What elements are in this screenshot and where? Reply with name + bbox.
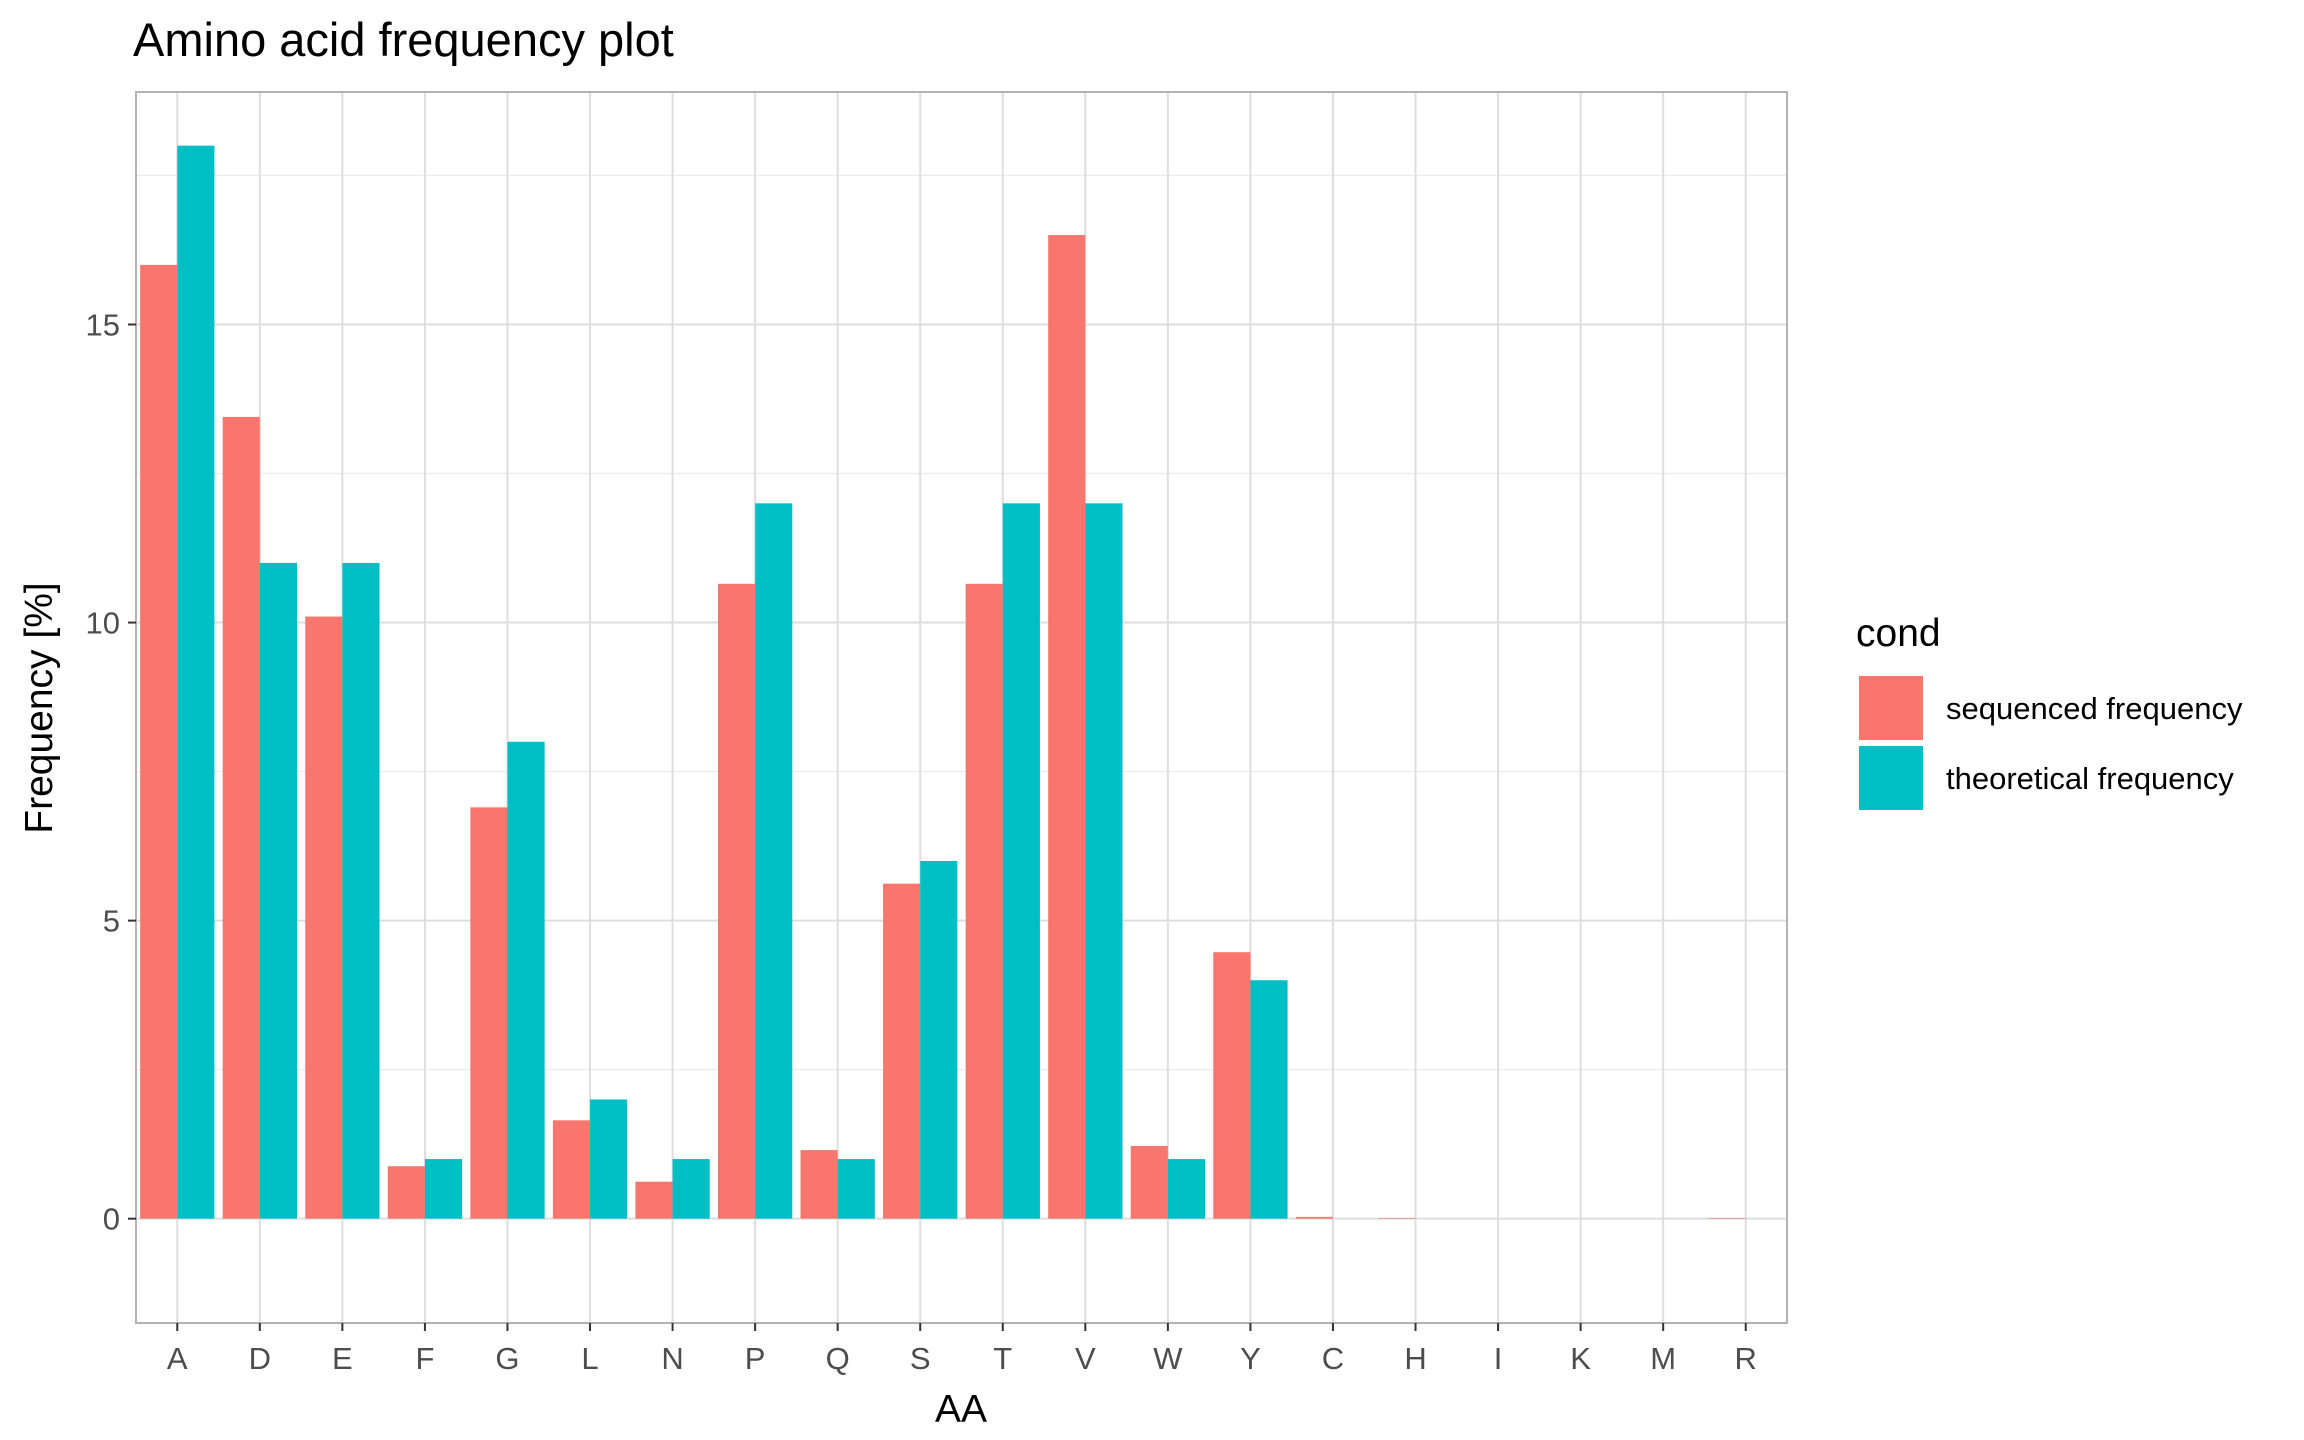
x-tick-label: W — [1153, 1341, 1183, 1376]
legend-title: cond — [1856, 612, 1941, 655]
bar-q-theoretical — [837, 1159, 875, 1219]
x-axis-title: AA — [935, 1388, 987, 1431]
bar-l-sequenced — [552, 1120, 591, 1219]
x-tick-label: K — [1570, 1341, 1591, 1376]
y-axis-title: Frequency [%] — [18, 582, 61, 833]
bar-a-theoretical — [177, 145, 215, 1219]
bar-f-theoretical — [424, 1159, 463, 1219]
bar-q-sequenced — [800, 1150, 838, 1219]
bar-s-sequenced — [883, 883, 921, 1219]
bar-g-theoretical — [507, 741, 545, 1219]
chart-title: Amino acid frequency plot — [133, 13, 674, 66]
y-tick-label: 5 — [103, 904, 120, 939]
grid-minor — [136, 174, 1787, 1071]
bar-n-theoretical — [672, 1159, 710, 1219]
y-tick-label: 15 — [86, 307, 120, 342]
x-tick-label: A — [167, 1341, 188, 1376]
legend-label: sequenced frequency — [1946, 691, 2243, 726]
bar-e-theoretical — [342, 562, 380, 1219]
x-tick-label: H — [1404, 1341, 1426, 1376]
legend-key — [1859, 676, 1923, 740]
x-tick-label: R — [1735, 1341, 1757, 1376]
bar-a-sequenced — [140, 264, 178, 1219]
x-tick-label: P — [745, 1341, 766, 1376]
bar-s-theoretical — [920, 861, 958, 1219]
bar-e-sequenced — [305, 616, 343, 1219]
bar-n-sequenced — [635, 1181, 673, 1219]
x-tick-label: F — [415, 1341, 434, 1376]
bar-p-sequenced — [717, 583, 756, 1219]
x-tick-label: N — [661, 1341, 683, 1376]
x-tick-label: L — [581, 1341, 598, 1376]
bar-r-sequenced — [1708, 1218, 1746, 1219]
bar-w-sequenced — [1130, 1145, 1168, 1219]
plot-panel-background — [136, 92, 1787, 1323]
bar-l-theoretical — [590, 1099, 628, 1219]
bar-v-sequenced — [1048, 235, 1086, 1219]
bar-p-theoretical — [755, 503, 793, 1219]
bar-g-sequenced — [470, 807, 508, 1219]
y-tick-label: 0 — [103, 1202, 120, 1237]
x-tick-label: M — [1650, 1341, 1676, 1376]
bar-c-sequenced — [1295, 1216, 1333, 1219]
x-tick-label: Y — [1240, 1341, 1261, 1376]
x-tick-label: S — [910, 1341, 931, 1376]
legend: cond sequenced frequency theoretical freq… — [1856, 612, 2243, 810]
x-tick-label: V — [1075, 1341, 1096, 1376]
legend-key — [1859, 746, 1923, 810]
plot-panel-border — [135, 91, 1788, 1324]
x-tick-label: E — [332, 1341, 353, 1376]
y-axis: 0 5 10 15 — [86, 307, 136, 1237]
bars — [140, 145, 1746, 1219]
x-tick-label: G — [495, 1341, 519, 1376]
x-tick-label: T — [993, 1341, 1012, 1376]
bar-v-theoretical — [1085, 503, 1123, 1219]
bar-d-sequenced — [222, 416, 260, 1219]
bar-w-theoretical — [1167, 1159, 1206, 1219]
x-tick-label: Q — [826, 1341, 850, 1376]
x-tick-label: D — [249, 1341, 271, 1376]
x-tick-label: C — [1322, 1341, 1344, 1376]
bar-h-sequenced — [1378, 1218, 1416, 1219]
bar-t-sequenced — [965, 583, 1003, 1219]
x-tick-label: I — [1494, 1341, 1503, 1376]
bar-d-theoretical — [259, 562, 297, 1219]
bar-t-theoretical — [1002, 503, 1040, 1219]
bar-f-sequenced — [387, 1166, 425, 1219]
bar-y-sequenced — [1213, 952, 1251, 1219]
y-tick-label: 10 — [86, 606, 120, 641]
bar-y-theoretical — [1250, 980, 1288, 1219]
legend-label: theoretical frequency — [1946, 761, 2234, 796]
